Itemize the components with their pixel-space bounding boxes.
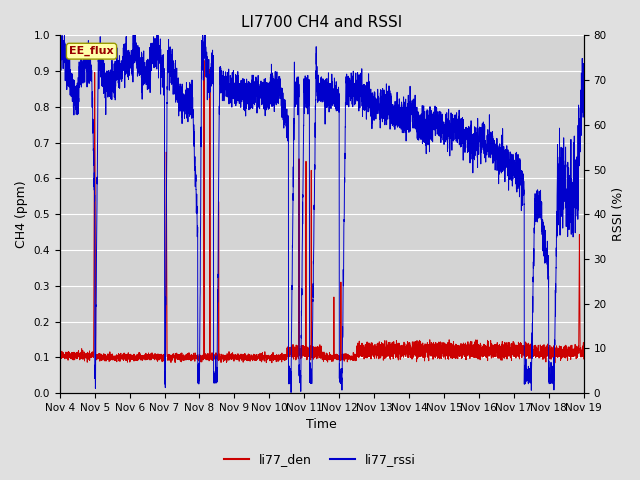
Y-axis label: CH4 (ppm): CH4 (ppm) (15, 180, 28, 248)
Y-axis label: RSSI (%): RSSI (%) (612, 187, 625, 241)
Legend: li77_den, li77_rssi: li77_den, li77_rssi (219, 448, 421, 471)
X-axis label: Time: Time (307, 419, 337, 432)
Text: EE_flux: EE_flux (69, 46, 114, 56)
Title: LI7700 CH4 and RSSI: LI7700 CH4 and RSSI (241, 15, 403, 30)
